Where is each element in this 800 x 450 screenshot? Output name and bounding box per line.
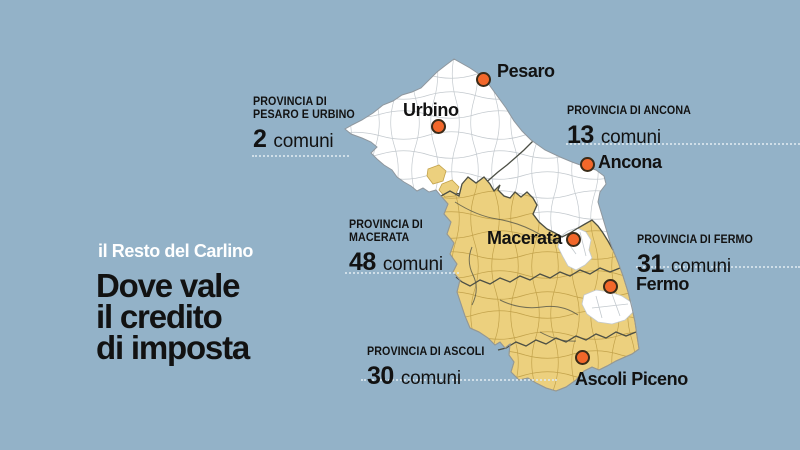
- province-label: MACERATA: [349, 232, 410, 244]
- province-label: PESARO E URBINO: [253, 109, 355, 121]
- title-line: Dove vale: [96, 267, 240, 304]
- province-count: 30: [367, 362, 394, 390]
- province-label: PROVINCIA DI: [253, 96, 327, 108]
- province-label: PROVINCIA DI ASCOLI: [367, 346, 485, 358]
- province-stat-ancona: PROVINCIA DI ANCONA 13 comuni: [567, 105, 700, 150]
- city-marker-macerata: [566, 232, 581, 247]
- credit-patch: [426, 164, 447, 185]
- province-count: 13: [567, 121, 594, 149]
- province-stat-macerata: PROVINCIA DI MACERATA 48 comuni: [349, 219, 443, 277]
- province-unit: comuni: [670, 256, 731, 277]
- province-border-an-mc: [440, 176, 614, 251]
- page-title: Dove vale il credito di imposta: [96, 267, 250, 366]
- city-marker-urbino: [431, 119, 446, 134]
- leader-ascoli: [361, 379, 557, 381]
- leader-macerata: [345, 272, 459, 274]
- province-label: PROVINCIA DI ANCONA: [567, 105, 691, 117]
- province-unit: comuni: [273, 131, 334, 152]
- city-label-fermo: Fermo: [636, 274, 690, 294]
- leader-pesaro-urbino: [252, 155, 349, 157]
- city-marker-fermo: [603, 279, 618, 294]
- province-stat-ascoli: PROVINCIA DI ASCOLI 30 comuni: [367, 346, 493, 391]
- province-unit: comuni: [600, 127, 661, 148]
- city-marker-pesaro: [476, 72, 491, 87]
- province-border-fm-ap: [497, 331, 637, 351]
- leader-fermo: [636, 266, 800, 268]
- province-stat-fermo: PROVINCIA DI FERMO 31 comuni: [637, 234, 762, 279]
- province-label: PROVINCIA DI FERMO: [637, 234, 753, 246]
- city-marker-ascoli: [575, 350, 590, 365]
- title-line: il credito: [96, 298, 223, 335]
- province-border-mc-fm: [455, 267, 621, 287]
- brand-logo: il Resto del Carlino: [98, 241, 254, 261]
- city-marker-ancona: [580, 157, 595, 172]
- province-unit: comuni: [382, 254, 443, 275]
- city-label-macerata: Macerata: [487, 228, 562, 248]
- province-unit: comuni: [400, 368, 461, 389]
- city-label-ascoli: Ascoli Piceno: [575, 369, 688, 389]
- province-count: 48: [349, 248, 376, 276]
- city-label-ancona: Ancona: [598, 152, 662, 172]
- province-stat-pesaro-urbino: PROVINCIA DI PESARO E URBINO 2 comuni: [253, 96, 363, 154]
- city-label-urbino: Urbino: [403, 100, 459, 120]
- province-label: PROVINCIA DI: [349, 219, 423, 231]
- city-label-pesaro: Pesaro: [497, 61, 555, 81]
- title-line: di imposta: [96, 329, 250, 366]
- province-count: 2: [253, 125, 267, 153]
- enclave-cell-lines: [565, 231, 629, 319]
- province-count: 31: [637, 250, 664, 278]
- leader-ancona: [566, 143, 800, 145]
